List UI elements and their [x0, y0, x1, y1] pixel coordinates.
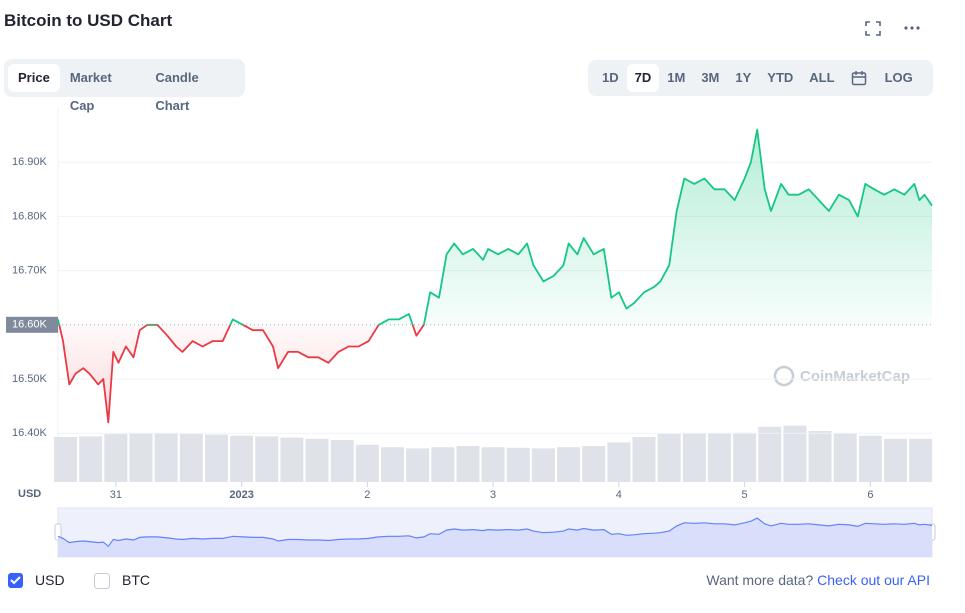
- volume-bar: [682, 433, 706, 482]
- volume-bar: [632, 437, 656, 482]
- api-prompt: Want more data? Check out our API: [706, 572, 930, 588]
- y-tick-label: 16.60K: [12, 319, 48, 331]
- api-link[interactable]: Check out our API: [817, 572, 930, 588]
- calendar-icon: [851, 71, 866, 86]
- y-tick-label: 16.90K: [12, 156, 48, 168]
- volume-bar: [758, 426, 782, 482]
- range-group: 1D 7D 1M 3M 1Y YTD ALL LOG: [588, 60, 933, 96]
- volume-bar: [707, 433, 731, 482]
- reference-label-box: [6, 316, 58, 333]
- y-tick-label: 16.70K: [12, 265, 48, 277]
- volume-bar: [230, 435, 254, 482]
- volume-bar: [54, 437, 78, 482]
- volume-bar: [557, 447, 581, 482]
- x-tick-label: 3: [490, 489, 496, 501]
- volume-bar: [884, 438, 908, 482]
- volume-bar: [481, 447, 505, 482]
- x-tick-label: 2: [364, 489, 370, 501]
- price-area: [58, 129, 932, 423]
- check-mark: [10, 576, 21, 585]
- x-tick-label: 31: [110, 489, 122, 501]
- volume-bar: [154, 433, 178, 482]
- x-tick-label: 6: [867, 489, 873, 501]
- volume-bar: [355, 444, 379, 482]
- volume-bar: [808, 431, 832, 482]
- range-button[interactable]: 1D: [602, 70, 619, 85]
- volume-bar: [280, 437, 304, 482]
- volume-bar: [582, 446, 606, 482]
- range-button[interactable]: 1M: [667, 70, 686, 85]
- volume-bar: [104, 434, 128, 482]
- volume-bar: [833, 433, 857, 482]
- volume-bar: [506, 447, 530, 482]
- y-tick-label: 16.40K: [12, 427, 48, 439]
- range-button[interactable]: 1Y: [735, 70, 752, 85]
- y-tick-label: 16.50K: [12, 373, 48, 385]
- volume-bar: [305, 438, 329, 482]
- volume-bar: [255, 436, 279, 482]
- volume-bar: [456, 446, 480, 482]
- btc-checkbox[interactable]: [94, 573, 110, 589]
- fullscreen-icon[interactable]: [865, 21, 881, 36]
- volume-bar: [381, 447, 404, 482]
- volume-bar: [733, 432, 757, 482]
- x-tick-label: 5: [742, 489, 748, 501]
- watermark-text: CoinMarketCap: [800, 368, 910, 385]
- volume-bar: [330, 440, 354, 482]
- range-button[interactable]: ALL: [809, 70, 835, 85]
- volume-bar: [129, 433, 153, 482]
- volume-bar: [657, 434, 681, 482]
- x-tick-label: 4: [616, 489, 622, 501]
- range-button[interactable]: 3M: [701, 70, 720, 85]
- prompt-text: Want more data?: [706, 572, 814, 588]
- calendar-button[interactable]: [843, 64, 875, 92]
- volume-bar: [431, 447, 455, 482]
- price-line: [57, 128, 933, 424]
- volume-bar: [909, 438, 933, 482]
- page-title: Bitcoin to USD Chart: [4, 11, 173, 30]
- volume-bar: [783, 425, 807, 482]
- y-axis-label: USD: [18, 488, 41, 500]
- tab-group: Price Market Cap Candle Chart: [4, 59, 245, 113]
- volume-bar: [204, 434, 228, 482]
- y-tick-label: 16.80K: [12, 210, 48, 222]
- volume-bar: [531, 448, 555, 482]
- watermark: CoinMarketCap: [773, 365, 910, 387]
- x-tick-label: 2023: [229, 489, 253, 501]
- volume-bar: [406, 448, 430, 482]
- navigator-line: [57, 517, 933, 548]
- currency-label: USD: [35, 572, 65, 588]
- tab[interactable]: Candle Chart: [155, 70, 199, 113]
- volume-bar: [179, 434, 203, 482]
- volume-bar: [79, 436, 103, 482]
- more-icon[interactable]: [904, 26, 920, 30]
- range-button[interactable]: 7D: [626, 64, 660, 92]
- range-button[interactable]: YTD: [767, 70, 794, 85]
- volume-bar: [607, 442, 631, 482]
- tab[interactable]: Market Cap: [69, 70, 112, 113]
- currency-label: BTC: [122, 572, 150, 588]
- volume-bar: [858, 435, 882, 482]
- log-button[interactable]: LOG: [884, 70, 913, 85]
- tab[interactable]: Price: [8, 64, 60, 92]
- navigator-area: [58, 518, 932, 557]
